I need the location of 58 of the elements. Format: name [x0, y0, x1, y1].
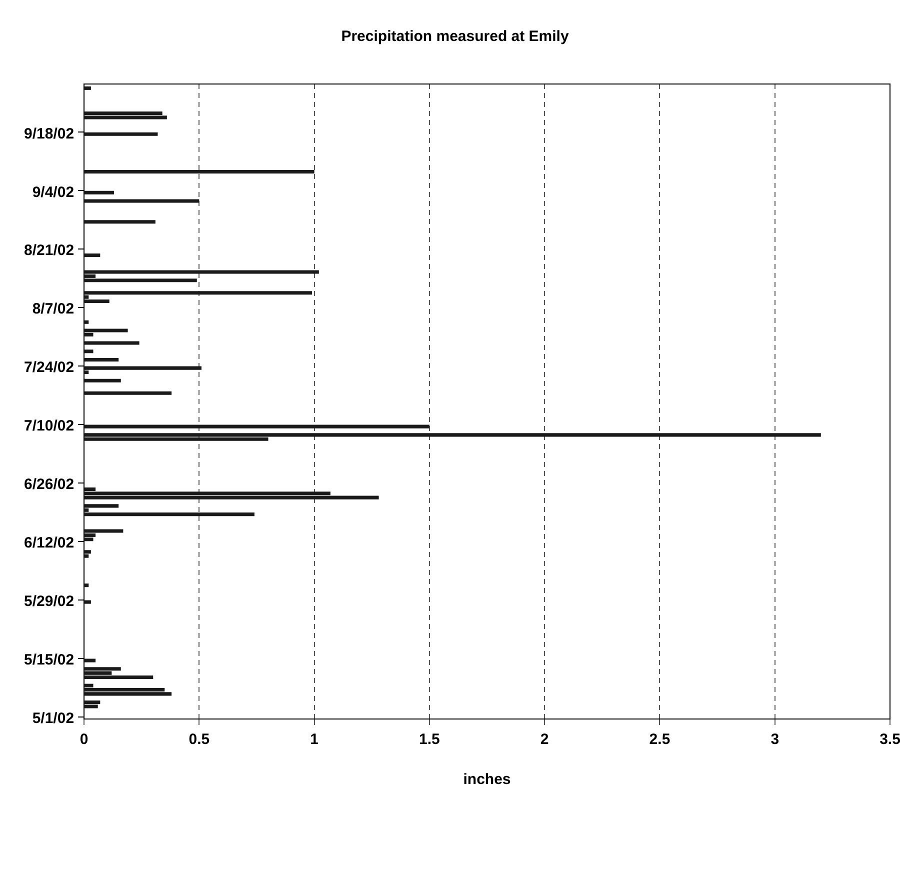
- bar: [84, 692, 172, 696]
- x-tick-label: 1: [310, 731, 318, 748]
- x-axis-title: inches: [463, 771, 511, 788]
- y-tick-label: 6/26/02: [24, 476, 74, 494]
- x-tick-label: 1.5: [419, 731, 440, 748]
- y-tick-label: 5/1/02: [32, 710, 74, 728]
- y-tick-label: 9/4/02: [32, 184, 74, 201]
- bar: [84, 341, 140, 345]
- bar: [84, 584, 89, 588]
- bar: [84, 320, 89, 324]
- bar: [84, 278, 197, 282]
- y-tick-label: 7/24/02: [24, 359, 74, 376]
- bar: [84, 704, 98, 708]
- y-tick-label: 5/15/02: [24, 652, 74, 669]
- bar: [84, 391, 172, 395]
- y-tick-label: 7/10/02: [24, 418, 74, 435]
- bar: [84, 378, 121, 382]
- x-tick-label: 0: [80, 731, 88, 748]
- bar: [84, 600, 91, 604]
- bar: [84, 667, 121, 671]
- x-tick-label: 0.5: [188, 731, 210, 748]
- x-tick-label: 3: [770, 731, 780, 748]
- bar: [84, 254, 100, 258]
- y-tick-label: 9/18/02: [24, 125, 74, 142]
- bar: [84, 366, 202, 370]
- bar: [84, 291, 312, 295]
- bar: [84, 433, 821, 437]
- bar: [84, 512, 254, 516]
- bar: [84, 358, 119, 362]
- bar: [84, 554, 89, 558]
- bar: [84, 424, 430, 428]
- bar: [84, 170, 314, 174]
- bar: [84, 86, 91, 90]
- bar: [84, 220, 156, 224]
- bar: [84, 550, 91, 554]
- y-tick-label: 8/21/02: [24, 242, 74, 260]
- bar: [84, 538, 94, 542]
- bar: [84, 116, 167, 120]
- y-tick-label: 6/12/02: [24, 534, 74, 552]
- bar: [84, 132, 158, 136]
- bar: [84, 190, 114, 194]
- bar: [84, 529, 124, 533]
- bar: [84, 504, 119, 508]
- bar: [84, 350, 94, 354]
- bar: [84, 658, 96, 662]
- bar: [84, 328, 128, 332]
- y-tick-label: 8/7/02: [32, 300, 74, 318]
- bar: [84, 700, 100, 704]
- chart-title: Precipitation measured at Emily: [341, 28, 570, 46]
- bar: [84, 496, 379, 500]
- x-tick-label: 2.5: [649, 731, 670, 748]
- bar: [84, 199, 200, 203]
- x-tick-label: 2: [540, 731, 549, 748]
- bar: [84, 299, 110, 304]
- bar: [84, 675, 154, 679]
- y-tick-label: 5/29/02: [24, 593, 74, 610]
- bar: [84, 270, 319, 274]
- x-tick-label: 3.5: [880, 731, 900, 748]
